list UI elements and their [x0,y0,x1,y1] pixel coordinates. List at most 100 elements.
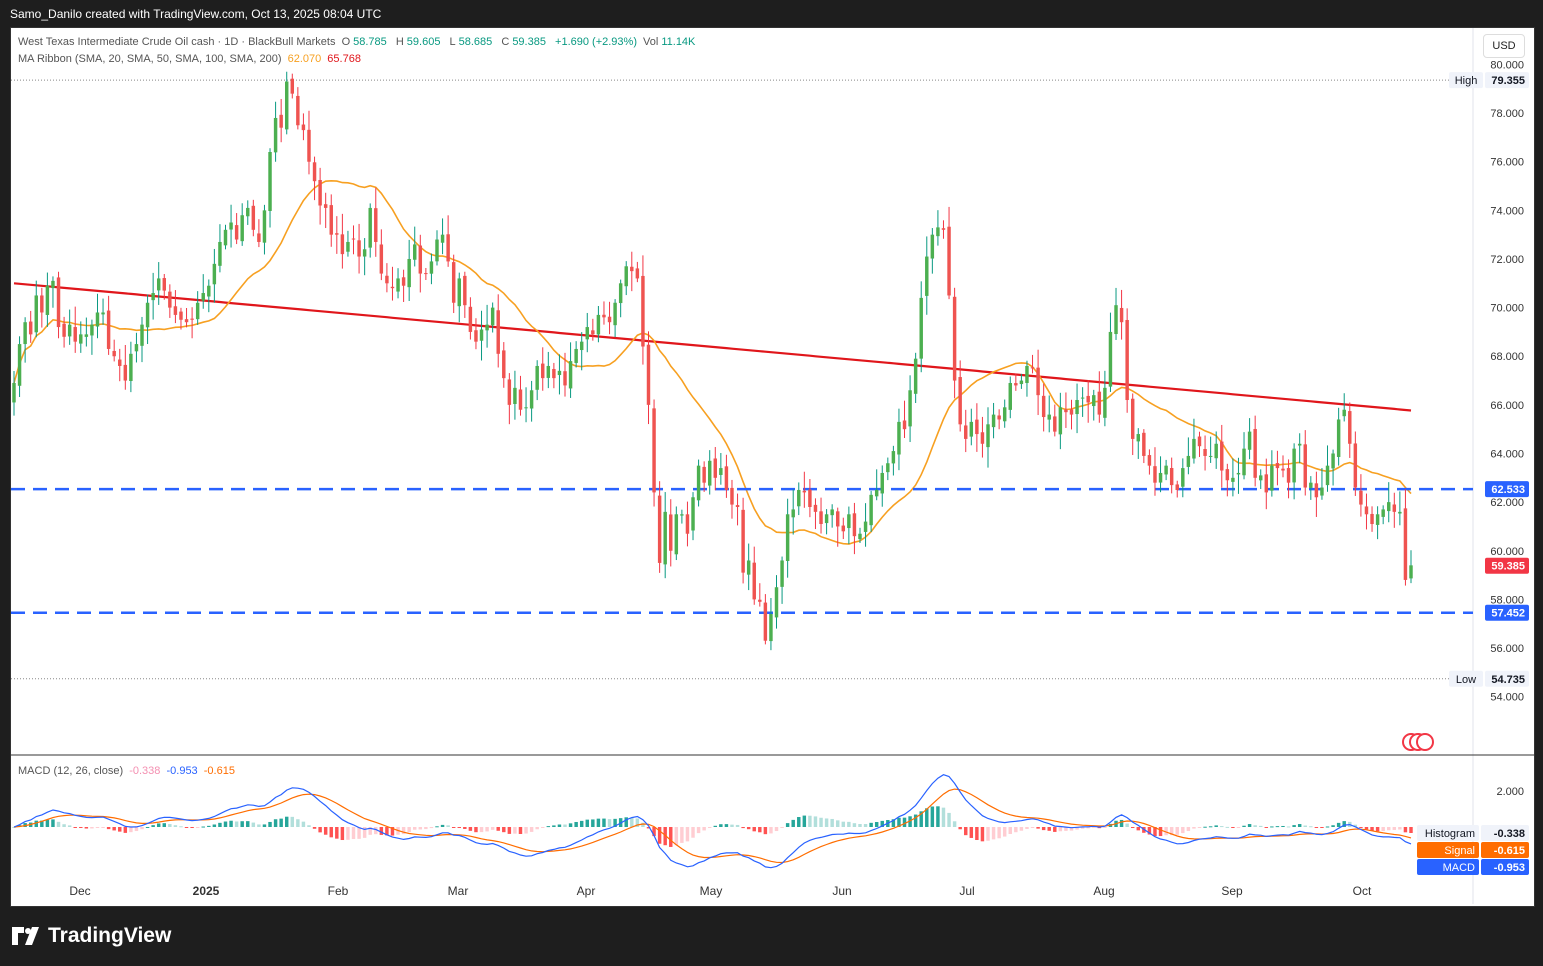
macd-histogram-bar [1058,827,1063,832]
candle [813,498,818,530]
candle [262,204,267,255]
candle-body [652,408,656,493]
macd-histogram-bar [1336,822,1341,827]
candle [73,306,77,353]
macd-histogram-bar [1014,827,1018,833]
close-value: 59.385 [512,36,546,48]
candle [284,71,289,135]
candle [379,229,384,281]
candle [1220,424,1224,488]
macd-histogram-bar [624,817,628,827]
candle [546,351,551,389]
candle [335,216,339,254]
candle [1164,459,1168,481]
macd-histogram-bar [685,827,690,842]
macd-title[interactable]: MACD (12, 26, close) [18,765,124,777]
macd-histogram-bar [1080,827,1085,829]
macd-histogram-bar [986,827,990,841]
macd-histogram-bar [279,818,283,827]
candle [724,454,729,498]
ma-ribbon-legend[interactable]: MA Ribbon (SMA, 20, SMA, 50, SMA, 100, S… [18,53,364,65]
candle-body [218,241,222,266]
time-tick-label: Jun [832,884,851,898]
macd-histogram-bar [680,827,684,843]
candle [1320,468,1324,500]
candle [56,271,61,339]
macd-histogram-bar [719,824,723,827]
flag-icon[interactable] [1416,733,1434,751]
candle [390,266,395,301]
candle-body [1025,365,1029,384]
candle [1069,399,1074,430]
candle [663,492,667,579]
macd-histogram-bar [913,814,918,827]
candle [947,206,951,300]
chart-frame[interactable]: 80.000 78.000 76.000 74.000 72.000 70.000 68.0… [10,27,1535,907]
chart-canvas[interactable]: 80.000 78.000 76.000 74.000 72.000 70.000 68.0… [11,28,1534,906]
candle-body [229,222,233,230]
candle [691,492,695,541]
ma-ribbon-title[interactable]: MA Ribbon (SMA, 20, SMA, 50, SMA, 100, S… [18,53,282,65]
candle-body [591,330,595,335]
candle-body [329,205,333,235]
candle-body [1069,409,1074,415]
candle [630,251,634,292]
candle-body [323,204,328,208]
candle-body [1192,438,1196,459]
macd-histogram-bar [518,827,523,835]
macd-histogram-bar [897,817,901,827]
candle-body [451,262,456,303]
candle-body [836,511,840,527]
macd-histogram-bar [657,827,662,844]
candle-body [975,419,979,435]
candle [195,291,200,325]
candle-body [240,215,244,242]
low-label-tag-bg [1449,670,1483,687]
currency-button[interactable]: USD [1483,34,1525,58]
candle-body [824,514,829,524]
time-tick-label: May [700,884,723,898]
candle [1103,370,1107,427]
macd-histogram-bar [1086,827,1090,829]
candle [607,301,612,335]
candle-body [468,306,473,332]
macd-histogram-bar [1192,827,1196,829]
candle-body [707,460,712,486]
candle-body [1047,414,1051,420]
candle [624,261,628,296]
candle-body [1286,468,1291,483]
macd-histogram-bar [246,821,250,827]
price-tick-label: 66.000 [1490,400,1524,412]
candle [12,370,16,416]
macd-histogram-bar [1041,827,1046,831]
macd-histogram-bar [641,822,645,827]
candle [340,213,345,269]
candle-body [969,421,974,437]
candle-body [446,234,450,262]
candle [451,254,456,314]
candle-body [101,312,105,315]
candle-body [457,278,461,307]
symbol-legend[interactable]: West Texas Intermediate Crude Oil cash ·… [18,36,701,48]
candle-body [852,513,857,537]
candle-body [1375,514,1380,525]
macd-legend[interactable]: MACD (12, 26, close) -0.338 -0.953 -0.61… [18,765,238,777]
low-label-tag: Low [1456,674,1476,686]
candle [1097,371,1102,423]
macd-histogram-bar [1092,827,1096,828]
candle [279,98,283,143]
ma-ribbon-value-2: 65.768 [327,53,361,65]
candle-body [808,489,812,507]
macd-histogram-bar [713,825,718,827]
candle [908,375,912,443]
symbol-title[interactable]: West Texas Intermediate Crude Oil cash ·… [18,36,336,48]
macd-histogram-bar [418,827,423,830]
candle [1309,476,1313,500]
ma-20-line [13,179,1412,545]
candle-body [1125,320,1129,401]
macd-histogram-bar [741,827,745,829]
high-value: 59.605 [406,36,441,48]
macd-histogram-bar [813,816,818,827]
candle-body [268,152,272,211]
events-flags-icon[interactable] [1402,733,1434,751]
